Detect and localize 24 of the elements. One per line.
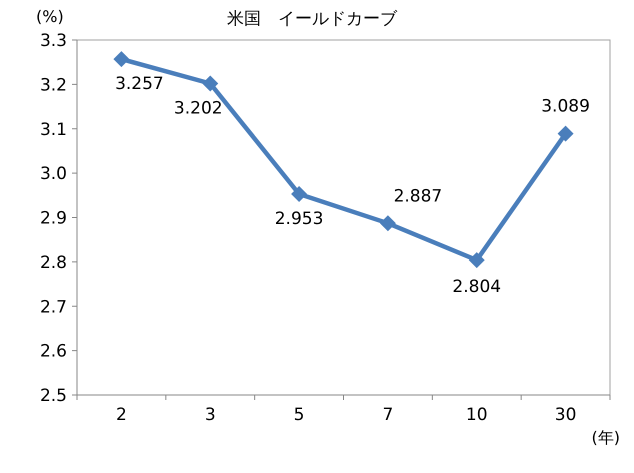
ytick: 2.7 (40, 297, 67, 318)
xtick: 30 (554, 405, 576, 425)
data-label: 2.953 (274, 208, 324, 229)
data-label: 3.257 (115, 74, 164, 94)
data-label: 2.804 (452, 277, 502, 298)
ytick: 2.5 (40, 386, 67, 406)
ytick: 2.6 (40, 342, 67, 362)
ytick: 3.2 (40, 75, 67, 96)
xlabel: (年) (592, 428, 620, 447)
data-label: 3.089 (541, 96, 590, 117)
ytick: 2.9 (40, 208, 67, 228)
xtick: 10 (466, 405, 488, 425)
ytick: 3.0 (40, 164, 67, 184)
ytick: 3.3 (40, 31, 67, 51)
xtick: 3 (204, 405, 216, 425)
data-label: 3.202 (174, 98, 223, 118)
ylabel: (%) (36, 7, 64, 26)
xtick: 5 (294, 405, 304, 425)
data-label: 2.887 (394, 186, 442, 206)
title: 米国 イールドカーブ (227, 9, 397, 29)
xtick: 2 (116, 405, 127, 425)
ytick: 2.8 (40, 252, 67, 273)
ytick: 3.1 (40, 120, 67, 140)
xtick: 7 (382, 405, 394, 425)
